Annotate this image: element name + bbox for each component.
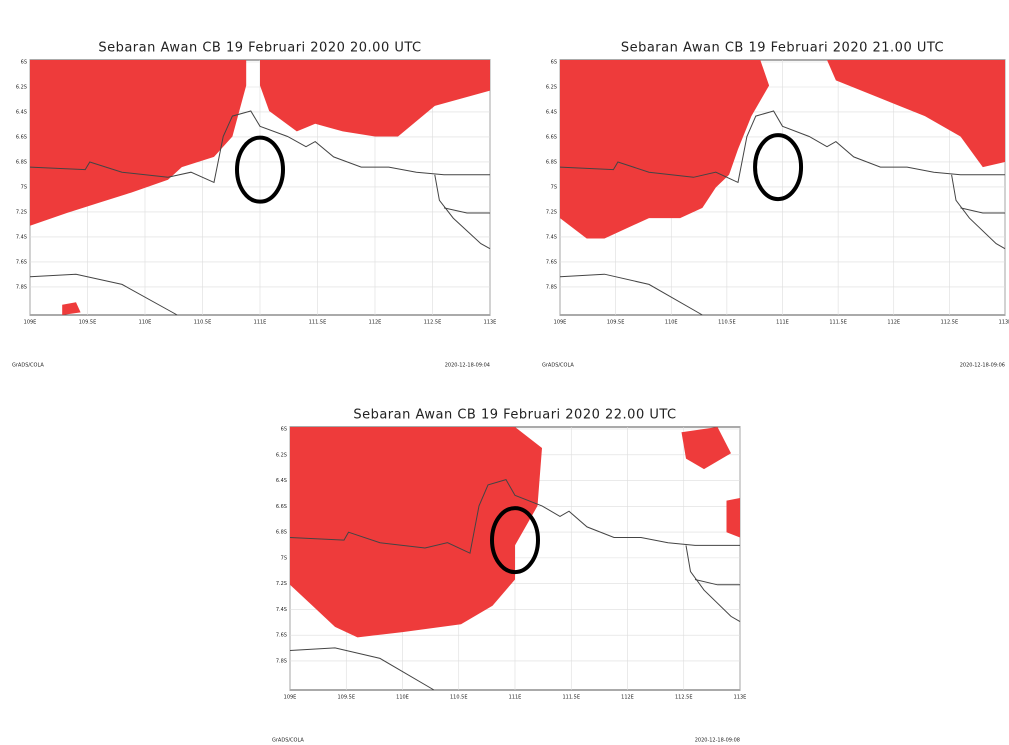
x-tick-label: 109.5E bbox=[607, 320, 624, 326]
coastline bbox=[559, 273, 703, 316]
cloud-area bbox=[260, 60, 490, 137]
y-tick-label: 7.6S bbox=[16, 259, 27, 265]
y-tick-label: 6.4S bbox=[276, 478, 287, 484]
coastline bbox=[434, 174, 491, 250]
y-tick-label: 7.4S bbox=[16, 234, 27, 240]
cloud-area bbox=[30, 60, 247, 226]
credit: GrADS/COLA bbox=[542, 363, 574, 369]
coastline bbox=[29, 110, 490, 184]
y-tick-label: 7S bbox=[551, 184, 557, 190]
y-tick-label: 6.2S bbox=[276, 452, 287, 458]
x-tick-label: 109.5E bbox=[79, 320, 96, 326]
y-tick-label: 6.8S bbox=[546, 159, 557, 165]
panel-title: Sebaran Awan CB 19 Februari 2020 22.00 U… bbox=[353, 408, 676, 423]
y-tick-label: 7.6S bbox=[276, 633, 287, 639]
y-tick-label: 7S bbox=[281, 555, 287, 561]
coastline bbox=[685, 545, 741, 623]
cloud-area bbox=[290, 427, 542, 638]
cloud-area bbox=[62, 302, 81, 315]
y-tick-label: 7.2S bbox=[16, 209, 27, 215]
x-tick-label: 109.5E bbox=[338, 695, 355, 701]
x-tick-label: 109E bbox=[554, 320, 567, 326]
x-tick-label: 112E bbox=[887, 320, 900, 326]
coastline bbox=[443, 207, 490, 214]
y-tick-label: 6.6S bbox=[546, 134, 557, 140]
y-tick-label: 6.6S bbox=[276, 504, 287, 510]
coastline bbox=[694, 579, 740, 586]
y-tick-label: 7.4S bbox=[546, 234, 557, 240]
y-tick-label: 6S bbox=[281, 427, 287, 433]
x-tick-label: 112.5E bbox=[424, 320, 441, 326]
y-tick-label: 7.2S bbox=[546, 209, 557, 215]
y-tick-label: 7.8S bbox=[16, 284, 27, 290]
credit: GrADS/COLA bbox=[272, 738, 304, 744]
y-tick-label: 6.2S bbox=[16, 84, 27, 90]
timestamp: 2020-12-18-09:04 bbox=[445, 363, 490, 369]
cloud-area bbox=[726, 498, 740, 538]
y-tick-label: 6.4S bbox=[546, 109, 557, 115]
x-tick-label: 113E bbox=[734, 695, 747, 701]
x-tick-label: 111.5E bbox=[563, 695, 580, 701]
y-tick-label: 7S bbox=[21, 184, 27, 190]
x-tick-label: 111.5E bbox=[309, 320, 326, 326]
y-tick-label: 6S bbox=[21, 60, 27, 66]
y-tick-label: 7.2S bbox=[276, 581, 287, 587]
highlight-circle bbox=[753, 133, 804, 202]
x-tick-label: 109E bbox=[284, 695, 297, 701]
x-tick-label: 110.5E bbox=[718, 320, 735, 326]
y-tick-label: 6.8S bbox=[276, 530, 287, 536]
x-tick-label: 112E bbox=[621, 695, 634, 701]
x-tick-label: 111E bbox=[254, 320, 267, 326]
y-tick-label: 6.4S bbox=[16, 109, 27, 115]
highlight-circle bbox=[235, 135, 285, 204]
y-tick-label: 6S bbox=[551, 60, 557, 66]
coastline bbox=[960, 207, 1005, 214]
map-panel: Sebaran Awan CB 19 Februari 2020 20.00 U… bbox=[12, 41, 496, 369]
cloud-area bbox=[827, 60, 1005, 168]
x-tick-label: 109E bbox=[24, 320, 37, 326]
y-tick-label: 7.8S bbox=[276, 658, 287, 664]
y-tick-label: 6.6S bbox=[16, 134, 27, 140]
cloud-area bbox=[560, 60, 770, 239]
map-panel: Sebaran Awan CB 19 Februari 2020 22.00 U… bbox=[272, 408, 746, 744]
coastline bbox=[29, 273, 178, 316]
x-tick-label: 112.5E bbox=[941, 320, 958, 326]
x-tick-label: 110.5E bbox=[194, 320, 211, 326]
x-tick-label: 111.5E bbox=[829, 320, 846, 326]
map-panel: Sebaran Awan CB 19 Februari 2020 21.00 U… bbox=[542, 41, 1009, 369]
panel-title: Sebaran Awan CB 19 Februari 2020 21.00 U… bbox=[621, 41, 944, 56]
coastline bbox=[951, 174, 1006, 250]
coastline bbox=[289, 647, 435, 691]
x-tick-label: 110E bbox=[139, 320, 152, 326]
timestamp: 2020-12-18-09:06 bbox=[960, 363, 1005, 369]
timestamp: 2020-12-18-09:08 bbox=[695, 738, 740, 744]
x-tick-label: 112.5E bbox=[675, 695, 692, 701]
x-tick-label: 113E bbox=[999, 320, 1009, 326]
x-tick-label: 110.5E bbox=[450, 695, 467, 701]
x-tick-label: 113E bbox=[484, 320, 497, 326]
y-tick-label: 7.8S bbox=[546, 284, 557, 290]
x-tick-label: 110E bbox=[396, 695, 409, 701]
y-tick-label: 7.6S bbox=[546, 259, 557, 265]
cloud-area bbox=[681, 427, 731, 470]
credit: GrADS/COLA bbox=[12, 363, 44, 369]
highlight-circle bbox=[490, 506, 540, 575]
y-tick-label: 6.8S bbox=[16, 159, 27, 165]
y-tick-label: 6.2S bbox=[546, 84, 557, 90]
x-tick-label: 111E bbox=[509, 695, 522, 701]
coastline bbox=[289, 479, 740, 554]
y-tick-label: 7.4S bbox=[276, 607, 287, 613]
panel-title: Sebaran Awan CB 19 Februari 2020 20.00 U… bbox=[98, 41, 421, 56]
x-tick-label: 112E bbox=[369, 320, 382, 326]
x-tick-label: 111E bbox=[776, 320, 789, 326]
coastline bbox=[559, 110, 1005, 184]
x-tick-label: 110E bbox=[665, 320, 678, 326]
